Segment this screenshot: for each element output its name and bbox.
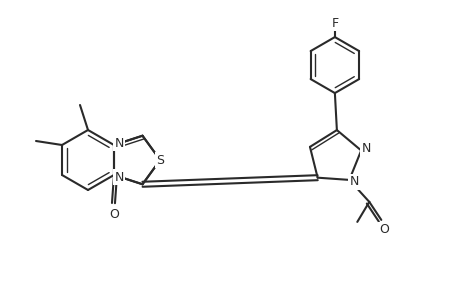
Text: N: N xyxy=(349,176,358,188)
Text: S: S xyxy=(156,154,164,166)
Text: O: O xyxy=(109,208,119,220)
Text: N: N xyxy=(114,170,123,184)
Text: F: F xyxy=(330,16,338,30)
Text: N: N xyxy=(361,142,370,155)
Text: N: N xyxy=(114,136,123,149)
Text: O: O xyxy=(379,224,388,236)
